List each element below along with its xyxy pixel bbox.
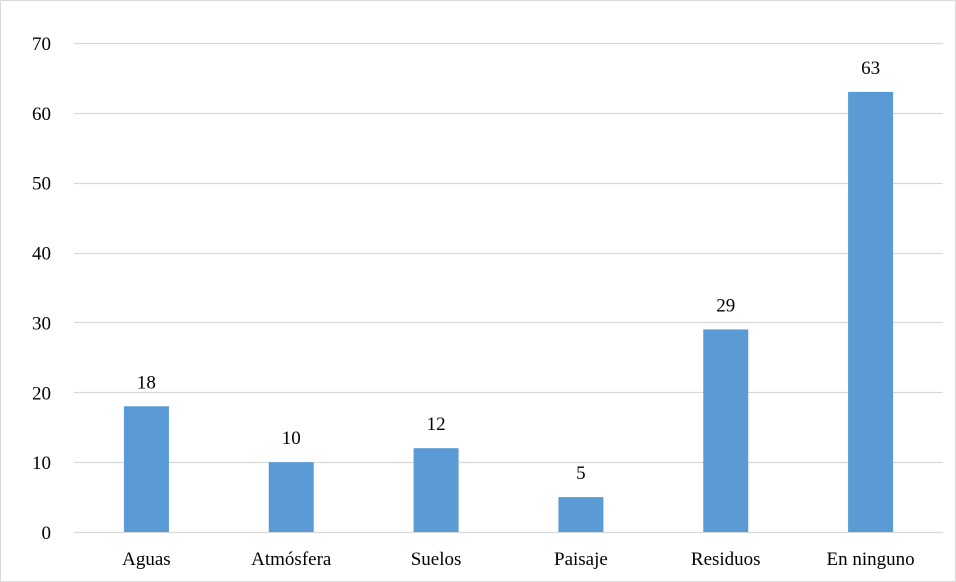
data-label: 18 <box>137 372 156 393</box>
x-tick-label: Residuos <box>691 549 761 570</box>
y-tick-label: 10 <box>32 453 51 474</box>
x-tick-label: Atmósfera <box>251 549 332 570</box>
bar-atmósfera <box>268 462 314 532</box>
bars <box>123 91 894 533</box>
x-tick-label: En ninguno <box>827 549 915 570</box>
bar-aguas <box>123 406 169 532</box>
y-tick-label: 20 <box>32 383 51 404</box>
y-tick-label: 40 <box>32 244 51 265</box>
data-label: 5 <box>576 463 586 484</box>
y-tick-label: 30 <box>32 313 51 334</box>
data-label: 12 <box>427 414 446 435</box>
x-axis-tick-labels: Aguas Atmósfera Suelos Paisaje Residuos En ni… <box>122 549 915 570</box>
x-tick-label: Aguas <box>122 549 171 570</box>
bar-en-ninguno <box>848 91 894 533</box>
y-tick-label: 50 <box>32 174 51 195</box>
bar-paisaje <box>558 497 604 532</box>
data-label: 29 <box>716 295 735 316</box>
bar-residuos <box>703 329 749 532</box>
data-label: 63 <box>861 58 880 79</box>
y-tick-label: 0 <box>42 523 52 544</box>
gridlines <box>74 42 943 534</box>
y-tick-label: 70 <box>32 34 51 55</box>
y-axis-tick-labels: 0 10 20 30 40 50 60 70 <box>32 34 51 544</box>
data-label: 10 <box>282 428 301 449</box>
x-tick-label: Paisaje <box>554 549 608 570</box>
y-tick-label: 60 <box>32 104 51 125</box>
data-labels: 18 10 12 5 29 63 <box>137 58 880 484</box>
x-tick-label: Suelos <box>411 549 462 570</box>
bar-suelos <box>413 448 459 532</box>
